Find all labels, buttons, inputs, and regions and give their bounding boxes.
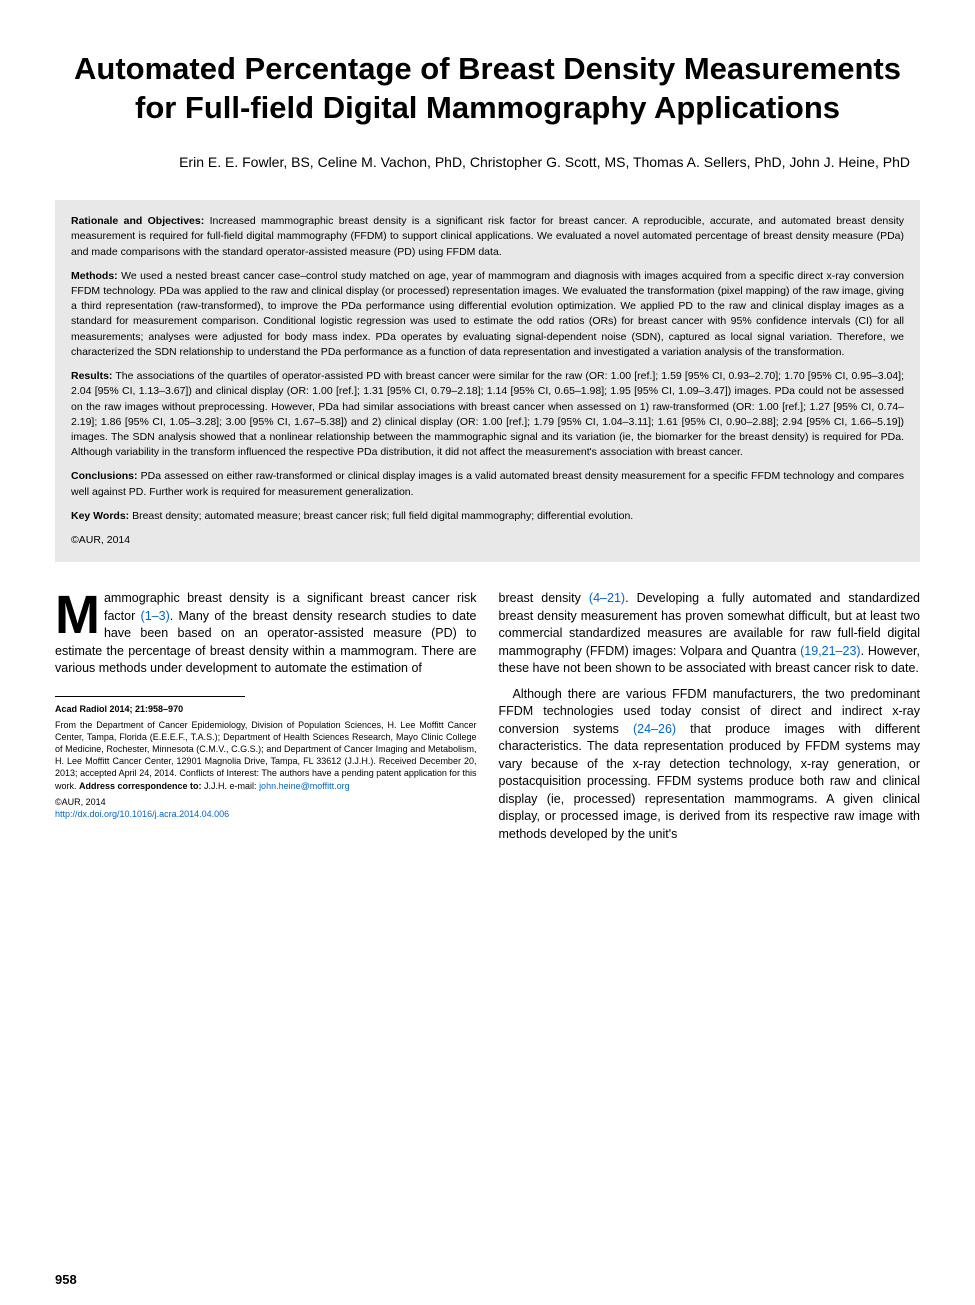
article-title: Automated Percentage of Breast Density M… <box>55 50 920 128</box>
doi-link[interactable]: http://dx.doi.org/10.1016/j.acra.2014.04… <box>55 808 477 820</box>
methods-label: Methods: <box>71 270 118 282</box>
page-number: 958 <box>55 1272 77 1287</box>
email-link[interactable]: john.heine@moffitt.org <box>259 781 350 791</box>
author-list: Erin E. E. Fowler, BS, Celine M. Vachon,… <box>55 153 920 173</box>
abstract-conclusions: Conclusions: PDa assessed on either raw-… <box>71 469 904 499</box>
citation-1-3[interactable]: (1–3) <box>141 609 170 623</box>
body-para-3: Although there are various FFDM manufact… <box>499 686 921 844</box>
address-label: Address correspondence to: <box>79 781 202 791</box>
left-column: Mammographic breast density is a signifi… <box>55 590 477 851</box>
footnote-divider <box>55 696 245 697</box>
address-text: J.J.H. e-mail: <box>202 781 260 791</box>
keywords-label: Key Words: <box>71 510 129 522</box>
keywords-text: Breast density; automated measure; breas… <box>129 510 633 522</box>
right-column: breast density (4–21). Developing a full… <box>499 590 921 851</box>
body-para-2: breast density (4–21). Developing a full… <box>499 590 921 678</box>
affiliations: From the Department of Cancer Epidemiolo… <box>55 719 477 792</box>
abstract-results: Results: The associations of the quartil… <box>71 369 904 460</box>
right-para1a: breast density <box>499 591 589 605</box>
abstract-methods: Methods: We used a nested breast cancer … <box>71 269 904 360</box>
body-para-1: Mammographic breast density is a signifi… <box>55 590 477 678</box>
conclusions-text: PDa assessed on either raw-transformed o… <box>71 470 904 497</box>
citation-19-21-23[interactable]: (19,21–23) <box>800 644 860 658</box>
methods-text: We used a nested breast cancer case–cont… <box>71 270 904 358</box>
acad-radiol-ref: Acad Radiol 2014; 21:958–970 <box>55 703 477 715</box>
citation-4-21[interactable]: (4–21) <box>589 591 625 605</box>
results-text: The associations of the quartiles of ope… <box>71 370 904 458</box>
right-para2b: that produce images with different chara… <box>499 722 921 841</box>
abstract-copyright: ©AUR, 2014 <box>71 533 904 548</box>
dropcap: M <box>55 590 104 639</box>
abstract-rationale: Rationale and Objectives: Increased mamm… <box>71 214 904 260</box>
rationale-label: Rationale and Objectives: <box>71 215 204 227</box>
footnote-copyright: ©AUR, 2014 <box>55 796 477 808</box>
citation-24-26[interactable]: (24–26) <box>633 722 676 736</box>
abstract-keywords: Key Words: Breast density; automated mea… <box>71 509 904 524</box>
footnote-block: Acad Radiol 2014; 21:958–970 From the De… <box>55 703 477 820</box>
abstract-box: Rationale and Objectives: Increased mamm… <box>55 200 920 562</box>
body-columns: Mammographic breast density is a signifi… <box>55 590 920 851</box>
conclusions-label: Conclusions: <box>71 470 138 482</box>
results-label: Results: <box>71 370 112 382</box>
